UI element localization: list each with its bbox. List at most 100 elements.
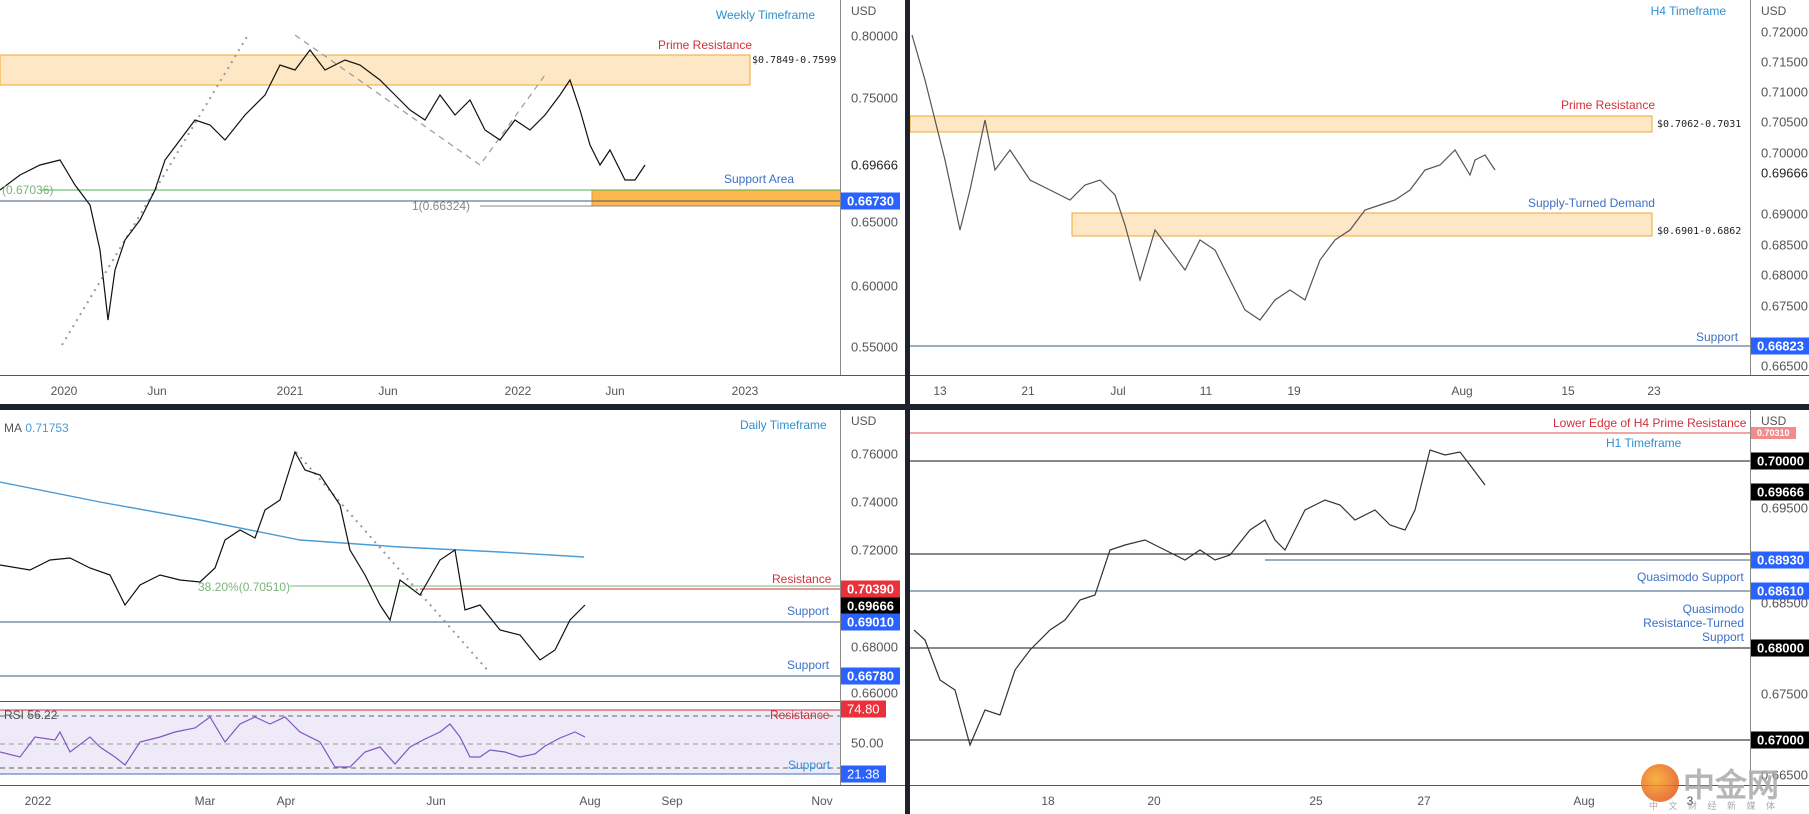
- cngold-watermark: 中金网 中 文 财 经 新 媒 体: [1640, 760, 1779, 811]
- h4-plot[interactable]: [910, 0, 1750, 375]
- weekly-ytick: 0.75000: [851, 90, 898, 106]
- weekly-ytick: 0.80000: [851, 28, 898, 44]
- h4-ytick: 0.71500: [1761, 54, 1808, 70]
- weekly-support-price-tag: 0.66730: [841, 192, 900, 210]
- weekly-timeframe-label: Weekly Timeframe: [715, 8, 815, 22]
- weekly-current-price: 0.69666: [851, 157, 898, 173]
- weekly-ytick: 0.65000: [851, 214, 898, 230]
- h4-prime-resistance-range: $0.7062-0.7031: [1657, 119, 1742, 130]
- h4-supply-demand-label: Supply-Turned Demand: [1528, 196, 1655, 210]
- daily-price-axis[interactable]: USD 0.76000 0.74000 0.72000 0.70390 0.69…: [840, 410, 905, 785]
- weekly-chart-panel[interactable]: (0.67036) Weekly Timeframe Prime Resista…: [0, 0, 905, 404]
- h4-xtick: 23: [1647, 384, 1661, 398]
- h1-quasimodo-rts-label: Quasimodo Resistance-Turned Support: [1643, 602, 1744, 644]
- h1-lower-edge-label: Lower Edge of H4 Prime Resistance: [1553, 416, 1747, 430]
- h4-supply-demand-zone: [1071, 212, 1653, 237]
- h1-xtick: 3: [1686, 794, 1694, 808]
- h4-ytick: 0.70000: [1761, 145, 1808, 161]
- weekly-prime-resistance-range: $0.7849-0.7599: [752, 55, 837, 66]
- h1-chart-panel[interactable]: Lower Edge of H4 Prime Resistance H1 Tim…: [910, 410, 1809, 814]
- ma-indicator-label: MA 0.71753: [4, 421, 69, 435]
- h4-ytick: 0.67500: [1761, 298, 1808, 314]
- h1-currency: USD: [1761, 414, 1787, 428]
- rsi-line: [0, 716, 586, 768]
- h1-quasimodo-rts-tag: 0.68610: [1751, 582, 1809, 600]
- h4-xtick: 15: [1561, 384, 1575, 398]
- weekly-xtick: Jun: [605, 384, 625, 398]
- weekly-plot[interactable]: (0.67036): [0, 0, 840, 375]
- h1-ytick: 0.69500: [1761, 500, 1808, 516]
- rsi-name: RSI: [4, 708, 25, 722]
- h1-ytick: 0.67500: [1761, 686, 1808, 702]
- h4-ytick: 0.66500: [1761, 358, 1808, 374]
- h1-xtick: 25: [1309, 794, 1323, 808]
- rsi-resistance-tag: 74.80: [841, 700, 886, 718]
- h4-support-price-tag: 0.66823: [1751, 337, 1809, 355]
- h4-prime-resistance-label: Prime Resistance: [1561, 98, 1656, 112]
- rsi-pane[interactable]: RSI 56.22 Resistance Support: [0, 701, 840, 784]
- weekly-xtick: 2021: [276, 384, 304, 398]
- h4-time-axis[interactable]: 13 21 Jul 11 19 Aug 15 23: [910, 375, 1809, 404]
- cngold-logo-icon: [1640, 764, 1679, 802]
- watermark-tagline: 中 文 财 经 新 媒 体: [1648, 801, 1779, 811]
- h4-xtick: 11: [1199, 384, 1213, 398]
- h1-quasimodo-support-label: Quasimodo Support: [1637, 570, 1744, 584]
- weekly-ytick: 0.55000: [851, 339, 898, 355]
- h1-xtick: Aug: [1573, 794, 1595, 808]
- daily-time-axis[interactable]: 2022 Mar Apr Jun Aug Sep Nov: [0, 785, 905, 814]
- weekly-time-axis[interactable]: 2020 Jun 2021 Jun 2022 Jun 2023: [0, 375, 905, 404]
- h1-plot[interactable]: [910, 410, 1750, 785]
- daily-plot[interactable]: [0, 410, 840, 700]
- h1-timeframe-label: H1 Timeframe: [1606, 436, 1682, 450]
- h4-xtick: 19: [1287, 384, 1301, 398]
- daily-support2-label: Support: [787, 658, 830, 672]
- h4-current-price: 0.69666: [1761, 165, 1808, 181]
- h4-xtick: 13: [933, 384, 947, 398]
- daily-fib-label: 38.20%(0.70510): [198, 580, 291, 594]
- rsi-support-label: Support: [788, 758, 831, 772]
- daily-support1-label: Support: [787, 604, 830, 618]
- daily-chart-panel[interactable]: MA 0.71753 Daily Timeframe 38.20%(0.7051…: [0, 410, 905, 814]
- rsi-mid-tick: 50.00: [851, 735, 884, 751]
- h1-ytick: 0.66500: [1761, 767, 1808, 783]
- rsi-resistance-label: Resistance: [770, 708, 830, 722]
- h1-lower-edge-tag: 0.70310: [1751, 427, 1796, 439]
- h4-xtick: Aug: [1451, 384, 1473, 398]
- daily-support2-tag: 0.66780: [841, 667, 900, 685]
- daily-timeframe-label: Daily Timeframe: [740, 418, 827, 432]
- weekly-xtick: Jun: [147, 384, 167, 398]
- weekly-currency: USD: [851, 4, 877, 18]
- h4-support-label: Support: [1696, 330, 1739, 344]
- daily-resistance-label: Resistance: [772, 572, 832, 586]
- h4-prime-resistance-zone: [910, 115, 1653, 133]
- weekly-support-area-label: Support Area: [724, 172, 795, 186]
- daily-ytick: 0.74000: [851, 494, 898, 510]
- daily-xtick: Aug: [579, 794, 601, 808]
- h1-quasimodo-support-tag: 0.68930: [1751, 551, 1809, 569]
- h1-price-axis[interactable]: USD 0.70310 0.70000 0.69666 0.69500 0.68…: [1750, 410, 1809, 785]
- rsi-label: RSI 56.22: [4, 708, 57, 722]
- ma-line: [0, 481, 585, 558]
- h4-currency: USD: [1761, 4, 1787, 18]
- h4-ytick: 0.68000: [1761, 267, 1808, 283]
- weekly-xtick: 2020: [50, 384, 78, 398]
- h4-supply-demand-range: $0.6901-0.6862: [1657, 226, 1742, 237]
- daily-xtick: Nov: [811, 794, 833, 808]
- h4-ytick: 0.72000: [1761, 24, 1808, 40]
- weekly-support-area-zone: [591, 189, 840, 207]
- weekly-price-axis[interactable]: USD 0.80000 0.75000 0.69666 0.66730 0.65…: [840, 0, 905, 375]
- h4-chart-panel[interactable]: H4 Timeframe Prime Resistance $0.7062-0.…: [910, 0, 1809, 404]
- ma-value: 0.71753: [25, 421, 69, 435]
- daily-xtick: 2022: [24, 794, 52, 808]
- h4-ytick: 0.71000: [1761, 84, 1808, 100]
- weekly-fib-label: (0.67036): [2, 183, 53, 197]
- weekly-xtick: Jun: [378, 384, 398, 398]
- weekly-ytick: 0.60000: [851, 278, 898, 294]
- h4-price-axis[interactable]: USD 0.72000 0.71500 0.71000 0.70500 0.70…: [1750, 0, 1809, 375]
- weekly-prime-resistance-zone: [0, 54, 751, 86]
- daily-xtick: Mar: [194, 794, 216, 808]
- ma-name: MA: [4, 421, 22, 435]
- h1-level-tag: 0.68000: [1751, 639, 1809, 657]
- weekly-xtick: 2022: [504, 384, 532, 398]
- h1-ytick: 0.68500: [1761, 595, 1808, 611]
